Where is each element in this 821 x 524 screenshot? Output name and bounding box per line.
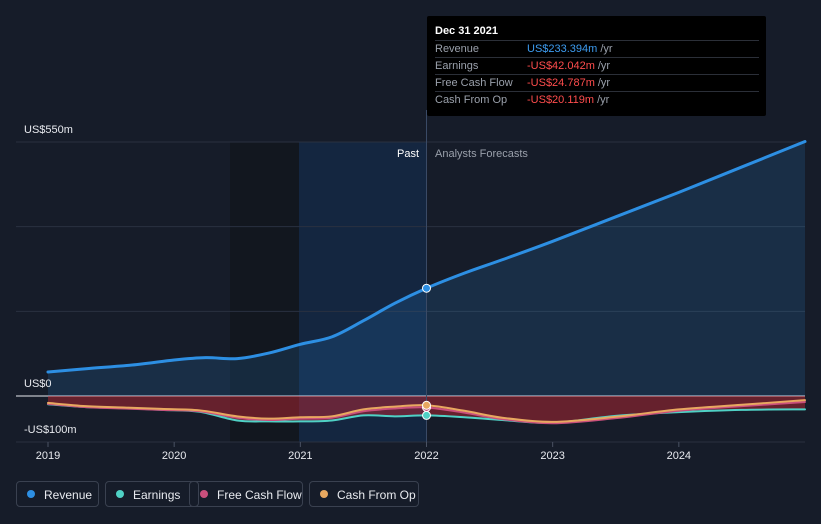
legend-label: Free Cash Flow <box>217 488 302 502</box>
x-tick-label: 2021 <box>288 450 312 462</box>
earnings-dot-icon <box>116 490 124 498</box>
legend-label: Cash From Op <box>337 488 416 502</box>
tooltip-unit: /yr <box>597 94 610 106</box>
tooltip-label: Cash From Op <box>435 94 508 106</box>
forecast-label: Analysts Forecasts <box>435 148 528 160</box>
tooltip-row-free-cash-flow: Free Cash Flow -US$24.787m/yr <box>435 74 759 91</box>
tooltip-row-earnings: Earnings -US$42.042m/yr <box>435 57 759 74</box>
tooltip: Dec 31 2021 Revenue US$233.394m/yr Earni… <box>427 16 766 116</box>
tooltip-row-revenue: Revenue US$233.394m/yr <box>435 40 759 57</box>
legend-item-cash-from-op[interactable]: Cash From Op <box>309 481 419 507</box>
y-tick-label-zero: US$0 <box>24 378 52 390</box>
legend-item-earnings[interactable]: Earnings <box>105 481 199 507</box>
revenue-area <box>48 141 805 396</box>
grid <box>16 141 805 443</box>
tooltip-date: Dec 31 2021 <box>435 25 498 37</box>
tooltip-unit: /yr <box>597 77 611 89</box>
axis-labels: US$550m US$0 -US$100m Past Analysts Fore… <box>24 124 528 436</box>
x-tick-label: 2020 <box>162 450 186 462</box>
cash-from-op-point <box>422 400 431 410</box>
series-lines <box>46 140 807 425</box>
cash-from-op-dot-icon <box>320 490 328 498</box>
past-label: Past <box>397 148 419 160</box>
tooltip-label: Earnings <box>435 60 479 72</box>
x-tick-label: 2019 <box>36 450 60 462</box>
tooltip-label: Free Cash Flow <box>435 77 513 89</box>
tooltip-value-number: US$233.394m <box>527 43 598 55</box>
tooltip-value: US$233.394m/yr <box>527 43 613 55</box>
y-tick-label-bottom: -US$100m <box>24 424 77 436</box>
legend-item-free-cash-flow[interactable]: Free Cash Flow <box>189 481 303 507</box>
tooltip-row-cash-from-op: Cash From Op -US$20.119m/yr <box>435 91 759 108</box>
free-cash-flow-dot-icon <box>200 490 208 498</box>
x-tick-label: 2022 <box>414 450 438 462</box>
tooltip-value: -US$20.119m/yr <box>527 94 609 106</box>
legend-item-revenue[interactable]: Revenue <box>16 481 99 507</box>
tooltip-value-number: -US$42.042m <box>527 60 595 72</box>
chart-svg: US$550m US$0 -US$100m Past Analysts Fore… <box>16 110 807 462</box>
chart-area: US$550m US$0 -US$100m Past Analysts Fore… <box>16 110 807 462</box>
legend-label: Revenue <box>44 488 93 502</box>
legend-label: Earnings <box>133 488 181 502</box>
revenue-point <box>422 283 431 293</box>
tooltip-value: -US$42.042m/yr <box>527 60 610 72</box>
tooltip-label: Revenue <box>435 43 480 55</box>
tooltip-value: -US$24.787m/yr <box>527 77 610 89</box>
past-darker-band <box>230 142 300 442</box>
revenue-dot-icon <box>27 490 35 498</box>
tooltip-value-number: -US$24.787m <box>527 77 595 89</box>
x-tick-label: 2024 <box>667 450 691 462</box>
cash-from-op-line <box>47 399 806 423</box>
earnings-point <box>422 410 431 420</box>
x-axis: 2019 2020 2021 2022 2023 2024 <box>36 442 691 462</box>
revenue-line <box>46 140 807 374</box>
series-markers <box>422 110 431 442</box>
tooltip-unit: /yr <box>597 60 611 72</box>
past-highlight-band <box>299 142 427 442</box>
tooltip-unit: /yr <box>600 43 613 55</box>
tooltip-value-number: -US$20.119m <box>527 94 595 106</box>
y-tick-label-top: US$550m <box>24 124 73 136</box>
x-tick-label: 2023 <box>540 450 564 462</box>
